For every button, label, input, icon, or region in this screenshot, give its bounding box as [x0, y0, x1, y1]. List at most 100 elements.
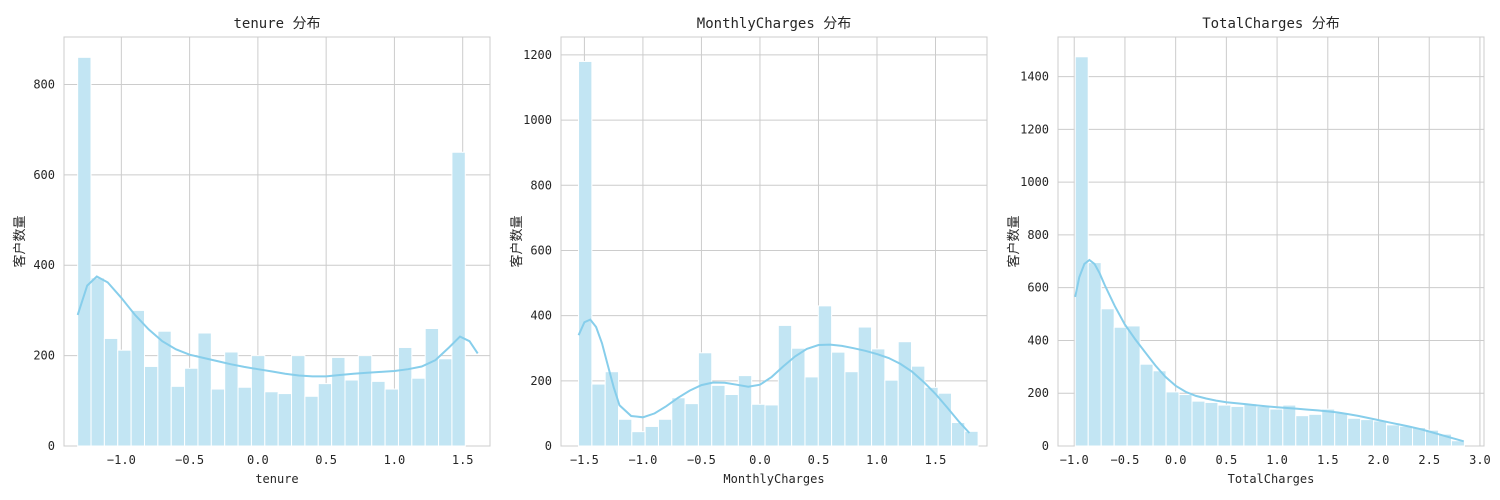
totalcharges-x-tick-label: 0.5: [1216, 453, 1238, 467]
tenure-histogram-bar: [77, 56, 92, 447]
tenure-histogram-bar: [317, 383, 333, 447]
totalcharges-histogram-bar: [1230, 405, 1245, 447]
tenure-histogram-bar: [103, 337, 119, 447]
totalcharges-x-tick-label: −1.0: [1060, 453, 1089, 467]
monthlycharges-histogram-bar: [751, 403, 766, 447]
totalcharges-y-tick-label: 400: [1027, 333, 1049, 347]
monthlycharges-histogram-bar: [884, 379, 899, 447]
monthlycharges-y-tick-label: 200: [530, 374, 552, 388]
monthlycharges-histogram-bar: [631, 431, 646, 447]
totalcharges-histogram-bar: [1204, 401, 1219, 447]
tenure-histogram-bar: [184, 367, 199, 447]
tenure-x-tick-label: −0.5: [175, 453, 204, 467]
totalcharges-histogram-bar: [1450, 440, 1465, 447]
tenure-histogram-bar: [130, 309, 145, 447]
monthlycharges-y-tick-label: 1200: [523, 48, 552, 62]
tenure-chart-title: tenure 分布: [233, 16, 320, 32]
tenure-histogram-bar: [237, 386, 252, 447]
tenure-histogram-bar: [170, 385, 186, 447]
monthlycharges-histogram-bar: [871, 348, 886, 447]
totalcharges-x-tick-label: 2.0: [1368, 453, 1390, 467]
monthlycharges-x-tick-label: 1.0: [866, 453, 888, 467]
tenure-histogram-bar: [197, 332, 212, 447]
totalcharges-histogram-bar: [1152, 370, 1167, 447]
tenure-x-tick-label: 1.5: [452, 453, 474, 467]
tenure-histogram-bar: [157, 330, 172, 447]
totalcharges-x-tick-label: 2.5: [1418, 453, 1440, 467]
totalcharges-histogram-bar: [1191, 400, 1206, 447]
tenure-y-tick-label: 0: [48, 439, 55, 453]
tenure-histogram-bar: [117, 349, 132, 447]
monthlycharges-histogram-bar: [578, 60, 593, 447]
totalcharges-histogram-bar: [1437, 433, 1452, 447]
tenure-histogram-panel: −1.0 −0.5 0.0 0.5 1.0 1.5 0 200 400 600 800 tenure …: [12, 16, 491, 486]
monthlycharges-histogram-bar: [804, 376, 819, 447]
tenure-y-tick-label: 400: [33, 258, 55, 272]
tenure-histogram-bar: [397, 346, 413, 447]
tenure-x-tick-label: 0.5: [315, 453, 337, 467]
monthlycharges-histogram-panel: −1.5 −1.0 −0.5 0.0 0.5 1.0 1.5 0 200 400 600 800 100…: [509, 16, 988, 486]
monthlycharges-histogram-bar: [817, 305, 833, 447]
totalcharges-x-tick-label: 0.0: [1165, 453, 1187, 467]
totalcharges-histogram-bar: [1243, 403, 1258, 447]
tenure-histogram-bar: [371, 380, 386, 447]
totalcharges-histogram-bar: [1165, 391, 1180, 447]
tenure-histogram-bar: [451, 151, 466, 447]
tenure-y-tick-label: 600: [33, 168, 55, 182]
totalcharges-y-tick-label: 600: [1027, 281, 1049, 295]
monthlycharges-histogram-bar: [684, 403, 699, 447]
tenure-histogram-bar: [357, 355, 373, 447]
totalcharges-x-tick-label: 1.0: [1266, 453, 1288, 467]
monthlycharges-y-tick-label: 0: [545, 439, 552, 453]
totalcharges-y-tick-label: 200: [1027, 386, 1049, 400]
tenure-x-tick-label: 1.0: [384, 453, 406, 467]
tenure-histogram-bar: [344, 379, 359, 447]
tenure-x-tick-label: −1.0: [107, 453, 136, 467]
monthlycharges-x-axis-label: MonthlyCharges: [723, 472, 824, 486]
tenure-histogram-bar: [90, 277, 105, 447]
tenure-histogram-bar: [277, 393, 293, 447]
monthlycharges-y-tick-label: 800: [530, 178, 552, 192]
monthlycharges-x-tick-label: −0.5: [687, 453, 716, 467]
monthlycharges-histogram-bar: [591, 383, 606, 447]
monthlycharges-histogram-bar: [791, 347, 806, 447]
totalcharges-chart-title: TotalCharges 分布: [1202, 16, 1340, 32]
totalcharges-histogram-bar: [1321, 408, 1336, 447]
tenure-kde-curve: [76, 275, 479, 378]
totalcharges-histogram-bar: [1386, 424, 1401, 447]
monthlycharges-histogram-bar: [897, 341, 913, 447]
tenure-y-tick-label: 800: [33, 77, 55, 91]
monthlycharges-x-tick-label: 0.5: [808, 453, 830, 467]
tenure-histogram-bar: [304, 395, 319, 447]
totalcharges-histogram-bar: [1256, 405, 1271, 447]
monthlycharges-kde-curve: [577, 318, 971, 434]
tenure-histogram-bar: [291, 355, 306, 447]
monthlycharges-x-tick-label: 0.0: [749, 453, 771, 467]
monthlycharges-histogram-bar: [844, 371, 859, 447]
totalcharges-y-tick-label: 1400: [1020, 70, 1049, 84]
monthlycharges-histogram-bar: [964, 430, 979, 447]
tenure-histogram-bar: [143, 365, 159, 447]
totalcharges-x-tick-label: −0.5: [1110, 453, 1139, 467]
totalcharges-x-tick-label: 1.5: [1317, 453, 1339, 467]
monthlycharges-histogram-bar: [657, 418, 673, 447]
totalcharges-histogram-bar: [1100, 308, 1115, 447]
monthlycharges-histogram-bar: [777, 324, 793, 447]
totalcharges-histogram-bar: [1334, 412, 1349, 447]
totalcharges-histogram-bar: [1282, 404, 1297, 447]
totalcharges-histogram-bar: [1087, 262, 1102, 447]
monthlycharges-histogram-bar: [937, 392, 952, 447]
totalcharges-y-tick-label: 0: [1042, 439, 1049, 453]
monthlycharges-histogram-bar: [671, 397, 686, 447]
totalcharges-histogram-bar: [1217, 404, 1232, 447]
totalcharges-histogram-bar: [1178, 394, 1193, 447]
totalcharges-histogram-panel: −1.0 −0.5 0.0 0.5 1.0 1.5 2.0 2.5 3.0 0 200 400 600 8…: [1006, 16, 1491, 486]
tenure-histogram-bar: [424, 327, 440, 447]
monthlycharges-x-tick-label: −1.5: [570, 453, 599, 467]
tenure-histogram-bar: [264, 391, 279, 447]
totalcharges-kde-curve: [1074, 258, 1464, 443]
tenure-histogram-bar: [384, 388, 399, 447]
totalcharges-histogram-bar: [1308, 413, 1323, 447]
monthlycharges-histogram-bar: [697, 352, 713, 447]
